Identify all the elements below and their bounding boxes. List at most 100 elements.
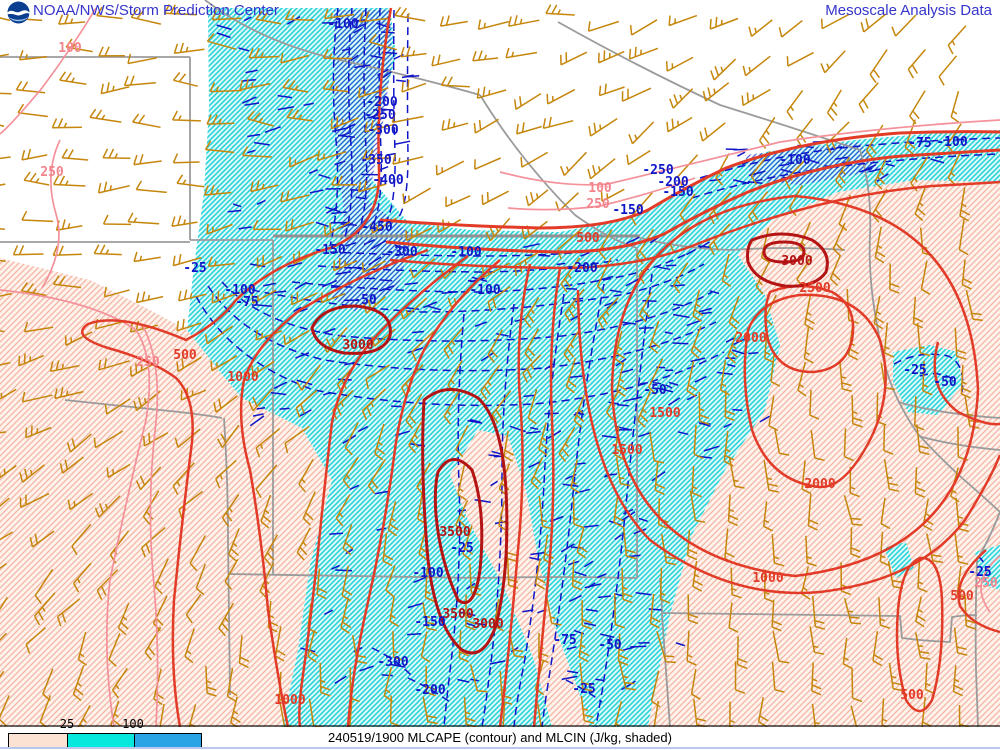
wind-barb [914,186,927,222]
wind-barb [481,190,509,206]
wind-barb [286,108,313,122]
wind-barb [12,245,44,256]
wind-barb [778,20,803,38]
wind-barb [248,47,280,59]
wind-barb [727,494,739,527]
wind-barb [188,704,197,727]
wind-barb [538,422,550,456]
cin-dash [326,206,338,214]
wind-barb [487,285,511,312]
cin-dash [441,290,458,294]
cin-dash [584,622,597,627]
wind-barb [203,184,232,196]
contour-label: -300 [386,245,417,260]
cin-dash [584,524,599,528]
wind-barb [617,633,629,666]
wind-barb [132,113,161,129]
wind-barb [728,295,740,330]
mesoanalysis-map[interactable]: 1002502501002502505001000500150015002000… [0,0,1000,727]
wind-barb [316,568,328,600]
wind-barb [400,46,427,58]
cin-dash [323,391,332,396]
wind-barb [98,46,125,57]
wind-barb [206,223,233,235]
cin-dash [694,375,707,383]
wind-barb [67,492,94,511]
cin-dash [296,379,313,386]
cin-dash [732,408,743,412]
wind-barb [730,567,742,599]
wind-barb [649,320,661,354]
wind-barb [117,602,130,636]
wind-barb [613,593,626,629]
wind-barb [530,457,544,490]
wind-barb [805,535,817,567]
wind-barb [727,330,739,364]
cin-dash [379,284,395,292]
wind-barb [914,467,926,498]
wind-barb [374,423,385,461]
wind-barb [317,150,347,162]
cin-dash [329,532,344,535]
wind-barb [572,496,584,529]
wind-barb [392,154,424,165]
cin-dash [354,64,371,69]
wind-barb [108,633,121,667]
cin-dash [474,321,487,328]
contour-label: 3000 [472,617,503,632]
wind-barb [361,388,387,421]
wind-barb [879,531,890,567]
wind-barb [239,78,271,91]
wind-barb [455,425,469,458]
wind-barb [362,149,391,160]
wind-barb [472,50,499,62]
wind-barb [914,596,926,628]
wind-barb [15,80,46,94]
cin-dash [241,78,257,82]
wind-barb [221,493,240,527]
cin-dash [244,102,260,106]
wind-barb [690,326,702,359]
cin-dash [466,622,475,627]
wind-barb [960,365,972,399]
wind-barb [23,171,50,186]
wind-barb [800,566,811,600]
wind-barb [843,495,863,526]
cin-dash [733,338,746,346]
wind-barb [630,192,653,226]
cin-dash [323,327,336,334]
cin-dash [381,674,393,677]
cin-dash [407,602,423,609]
wind-barb [723,430,735,467]
wind-barb [357,180,387,193]
contour-labels-layer: 1002502501002502505001000500150015002000… [40,17,998,708]
wind-barb [178,289,207,302]
wind-barb [832,222,846,257]
map-caption: 240519/1900 MLCAPE (contour) and MLCIN (… [328,730,672,745]
wind-barb [626,149,651,166]
wind-barb [922,498,934,532]
wind-barb [66,433,92,453]
wind-barb [96,6,123,20]
wind-barb [473,118,499,134]
cin-dash [407,347,424,354]
contour-label: 3000 [342,338,373,353]
wind-barb [693,424,704,459]
wind-barb [211,10,242,21]
cin-dash [405,307,420,311]
cin-dash [638,431,652,438]
wind-barb [204,140,235,154]
cin-dash [324,609,334,615]
cin-dash [335,569,353,572]
cin-dash [342,48,351,52]
wind-barb [72,562,92,593]
wind-barb [0,388,17,400]
wind-barb [142,432,169,447]
wind-barb [172,72,198,87]
wind-barb [873,295,885,330]
wind-barb [485,217,511,242]
wind-barb [251,289,277,304]
wind-barb [96,569,119,600]
cin-dash [404,282,418,286]
cin-dash [277,94,293,99]
